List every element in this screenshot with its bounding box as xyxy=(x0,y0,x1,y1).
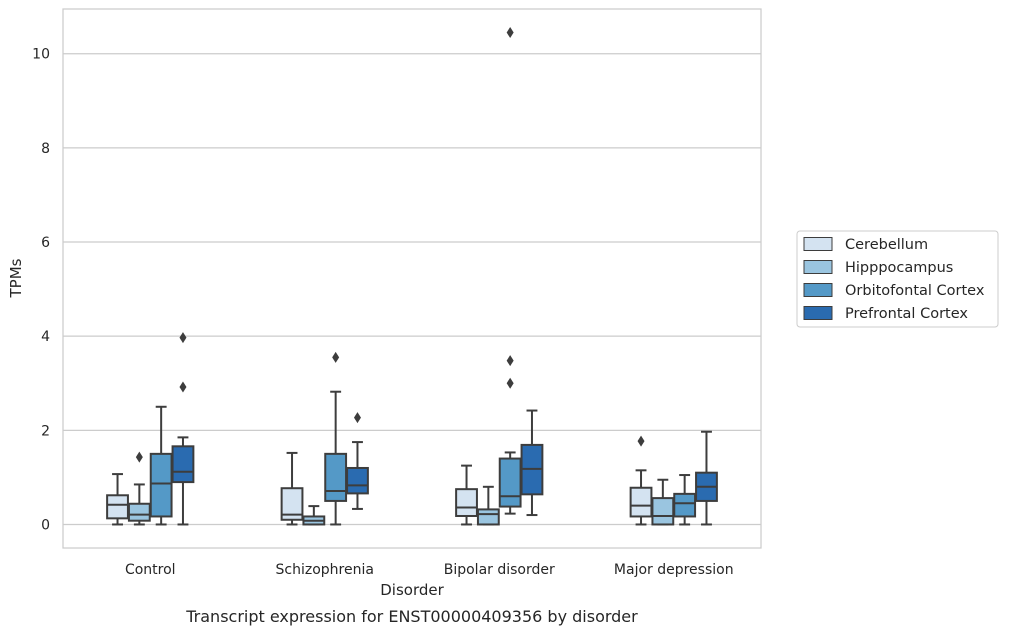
y-tick-label: 10 xyxy=(32,47,50,63)
box-prefrontal-cortex xyxy=(695,430,718,526)
x-axis-title: Disorder xyxy=(380,581,444,599)
x-tick-label: Schizophrenia xyxy=(276,562,374,578)
outlier-point xyxy=(506,377,514,389)
box-hipppocampus xyxy=(476,485,500,526)
y-tick-label: 0 xyxy=(41,517,50,533)
legend-label: Prefrontal Cortex xyxy=(845,306,968,322)
box-body xyxy=(106,494,129,520)
x-tick-label: Major depression xyxy=(614,562,734,578)
outlier-point xyxy=(506,27,514,39)
box-hipppocampus xyxy=(651,478,675,526)
box-body xyxy=(651,497,675,526)
legend-swatch xyxy=(803,237,833,251)
outlier-point xyxy=(179,381,187,393)
box-body xyxy=(476,508,500,526)
outlier-point xyxy=(637,435,645,447)
box-body xyxy=(346,466,369,495)
box-body xyxy=(280,487,304,521)
x-tick-labels: Control Schizophrenia Bipolar disorder Majo… xyxy=(125,562,734,578)
legend-swatch xyxy=(803,283,833,297)
y-tick-label: 4 xyxy=(41,329,50,345)
outlier-point xyxy=(135,451,143,463)
box-hipppocampus xyxy=(302,505,326,526)
outlier-point xyxy=(332,351,340,363)
box-prefrontal-cortex xyxy=(520,409,544,517)
box-body xyxy=(498,457,522,508)
outlier-point xyxy=(506,355,514,367)
box-hipppocampus xyxy=(127,451,151,526)
legend-label: Orbitofontal Cortex xyxy=(845,283,985,299)
y-axis-title: TPMs xyxy=(7,258,25,298)
box-orbitofontal-cortex xyxy=(324,351,348,526)
legend-swatch xyxy=(803,306,833,320)
y-tick-label: 2 xyxy=(41,423,50,439)
legend-swatch xyxy=(803,260,833,274)
box-body xyxy=(127,502,151,522)
legend-items: Cerebellum Hipppocampus Orbitofontal Corte… xyxy=(803,237,985,322)
outlier-point xyxy=(179,332,187,344)
box-cerebellum xyxy=(106,473,129,526)
box-prefrontal-cortex xyxy=(346,412,369,510)
box-body xyxy=(673,492,697,518)
box-body xyxy=(629,486,653,518)
box-body xyxy=(324,452,348,502)
y-tick-label: 8 xyxy=(41,141,50,157)
legend-frame xyxy=(796,230,999,328)
box-prefrontal-cortex xyxy=(171,332,195,526)
box-body xyxy=(171,445,195,484)
figure-caption: Transcript expression for ENST0000040935… xyxy=(185,607,638,626)
box-body xyxy=(455,488,478,517)
y-tick-labels: 0 2 4 6 8 10 xyxy=(32,47,50,534)
box-orbitofontal-cortex xyxy=(498,27,522,515)
box-orbitofontal-cortex xyxy=(673,474,697,526)
y-tick-label: 6 xyxy=(41,235,50,251)
box-cerebellum xyxy=(455,464,478,526)
box-cerebellum xyxy=(629,435,653,526)
outlier-point xyxy=(353,412,361,424)
box-series xyxy=(106,27,718,526)
x-tick-label: Bipolar disorder xyxy=(444,562,555,578)
legend-label: Hipppocampus xyxy=(845,260,953,276)
legend-label: Cerebellum xyxy=(845,237,928,253)
x-tick-label: Control xyxy=(125,562,176,578)
plot-frame xyxy=(62,8,762,549)
box-orbitofontal-cortex xyxy=(149,405,173,526)
box-cerebellum xyxy=(280,451,304,526)
legend: Cerebellum Hipppocampus Orbitofontal Corte… xyxy=(796,230,999,328)
box-body xyxy=(149,452,173,518)
